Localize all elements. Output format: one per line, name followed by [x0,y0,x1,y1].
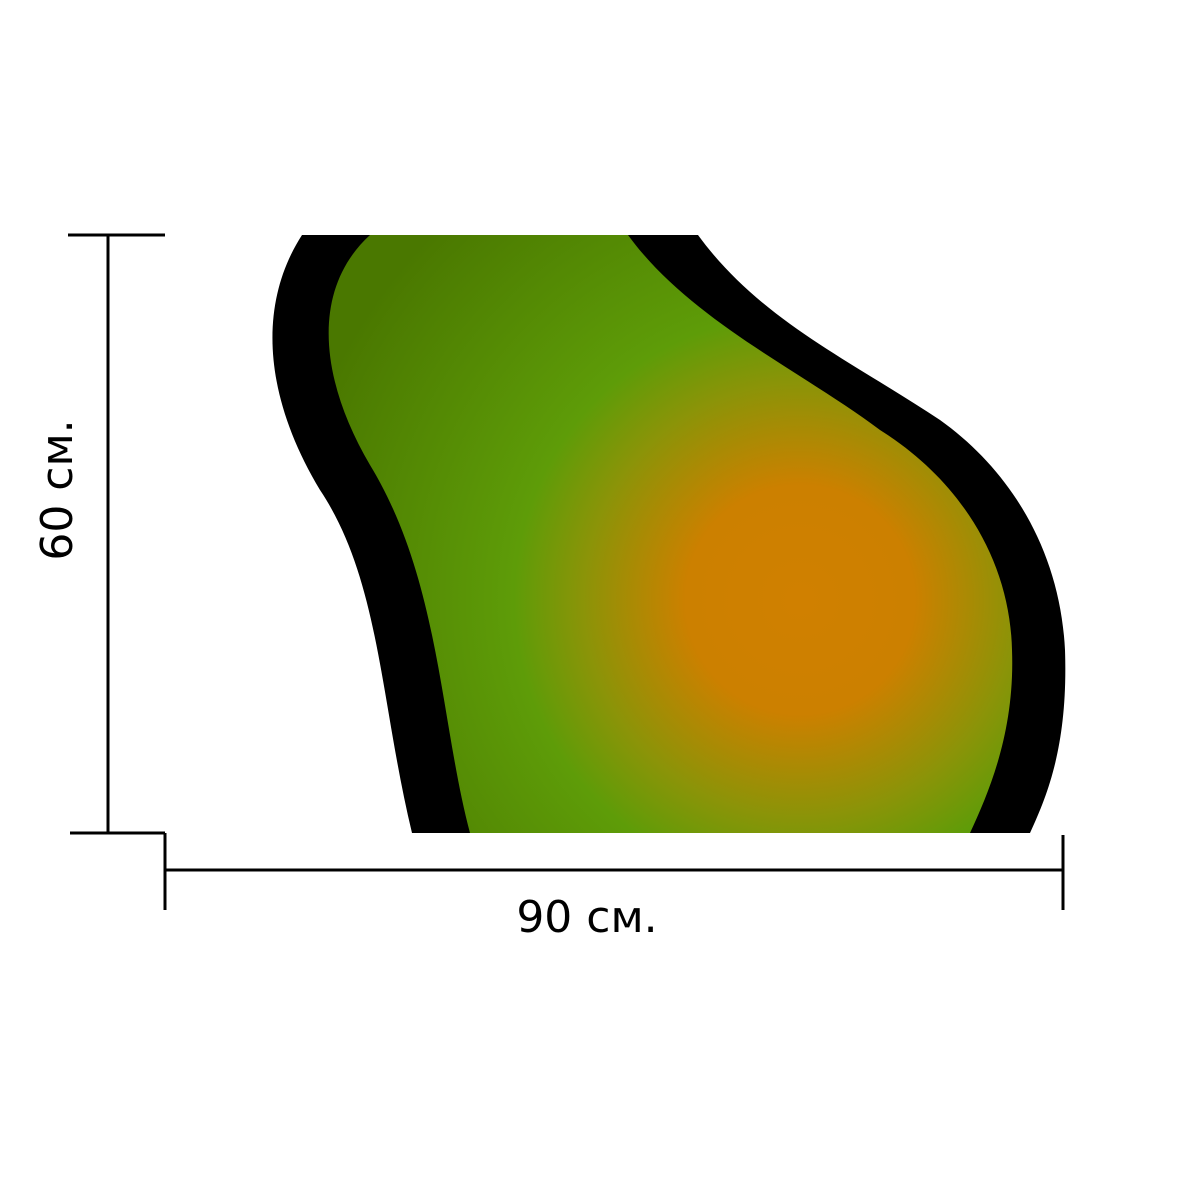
height-dimension: 60 см. [32,233,165,835]
width-label: 90 см. [516,892,657,943]
height-label: 60 см. [32,419,83,560]
shape-fill [328,235,1013,833]
width-dimension: 90 см. [163,833,1065,943]
